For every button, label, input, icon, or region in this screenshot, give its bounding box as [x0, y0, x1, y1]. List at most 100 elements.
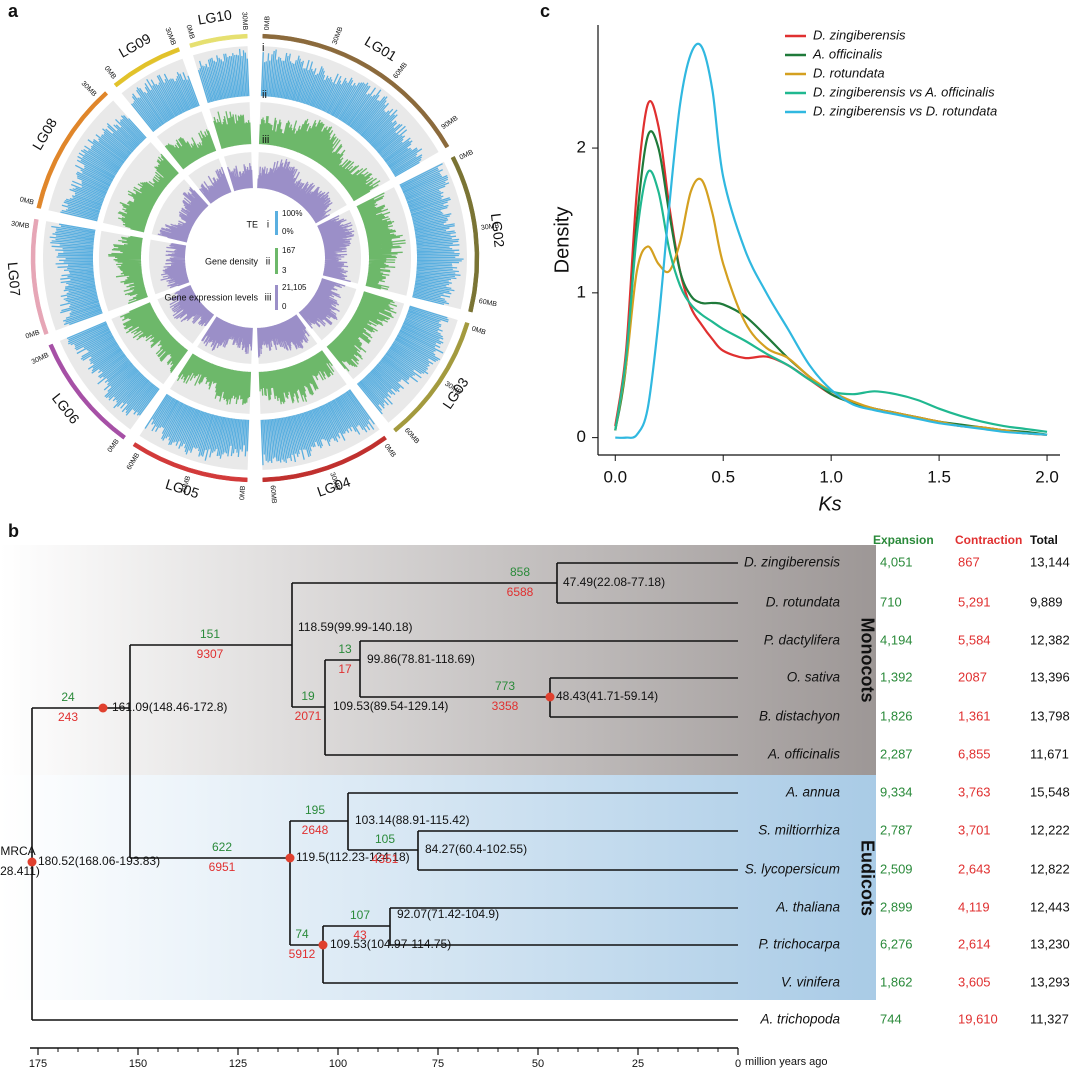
expansion-value: 4,051 [880, 554, 913, 569]
column-header: Contraction [955, 533, 1022, 547]
contraction-value: 3,605 [958, 974, 991, 989]
branch-contraction: 6951 [209, 860, 236, 874]
chromosome-arc [450, 155, 480, 313]
chromosome-tick: 60MB [478, 298, 498, 308]
track-bars [176, 353, 252, 405]
legend-label: D. zingiberensis vs D. rotundata [813, 103, 997, 118]
species-label: P. dactylifera [764, 633, 841, 648]
node-age: 119.5(112.23-124.18) [296, 850, 410, 864]
total-value: 13,798 [1030, 708, 1070, 723]
legend-min: 0 [282, 302, 287, 311]
chromosome-label: LG07 [5, 261, 24, 297]
track-bars [258, 350, 335, 405]
track-bars [356, 305, 449, 415]
legend-label: D. zingiberensis [813, 27, 906, 42]
branch-expansion: 858 [510, 565, 530, 579]
contraction-value: 867 [958, 554, 980, 569]
chromosome-tick: 30MB [240, 12, 248, 31]
chromosome-label: LG10 [196, 6, 233, 27]
node-age: 92.07(71.42-104.9) [397, 907, 499, 921]
expansion-value: 2,509 [880, 861, 913, 876]
x-axis-title: Ks [818, 493, 841, 515]
time-tick-label: 125 [229, 1058, 247, 1070]
chromosome-label: LG08 [29, 115, 60, 153]
species-label: S. lycopersicum [745, 862, 840, 877]
time-tick-label: 75 [432, 1058, 444, 1070]
legend-min: 0% [282, 227, 294, 236]
total-value: 13,293 [1030, 974, 1070, 989]
species-label: A. officinalis [767, 747, 840, 762]
node-dot [318, 940, 328, 950]
species-label: D. rotundata [766, 595, 841, 610]
track-bars [130, 71, 200, 133]
column-header: Total [1030, 533, 1058, 547]
expansion-value: 1,826 [880, 708, 913, 723]
legend-track: iii [265, 293, 272, 304]
chromosome-tick: 60MB [403, 427, 421, 446]
density-line [614, 169, 1048, 433]
y-axis-title: Density [551, 207, 573, 274]
node-age: 48.43(41.71-59.14) [556, 689, 658, 703]
contraction-value: 2087 [958, 669, 987, 684]
time-tick-label: 0 [735, 1058, 741, 1070]
total-value: 11,671 [1030, 746, 1069, 761]
total-value: 13,396 [1030, 669, 1070, 684]
branch-contraction: 3358 [492, 699, 519, 713]
legend-bar [275, 285, 278, 310]
branch-contraction: 4351 [372, 852, 399, 866]
chromosome-label: LG09 [116, 30, 154, 61]
density-line [615, 42, 1048, 439]
time-tick-label: 100 [329, 1058, 347, 1070]
time-tick-label: 150 [129, 1058, 147, 1070]
branch-contraction: 43 [353, 928, 367, 942]
chromosome-tick: 60MB [392, 61, 409, 80]
species-label: A. trichopoda [759, 1012, 840, 1027]
track-bars [298, 278, 346, 329]
total-value: 13,230 [1030, 936, 1070, 951]
branch-expansion: 24 [61, 690, 75, 704]
branch-expansion: 622 [212, 840, 232, 854]
node-age: 84.27(60.4-102.55) [425, 842, 527, 856]
node-age: 109.53(104.97-114.75) [330, 937, 451, 951]
branch-expansion: 107 [350, 908, 370, 922]
chromosome-label: LG02 [488, 212, 508, 248]
species-label: B. distachyon [759, 709, 840, 724]
branch-contraction: 2648 [302, 823, 329, 837]
chromosome-tick: 30MB [164, 27, 177, 47]
legend-bar [275, 211, 278, 235]
total-value: 11,327 [1030, 1011, 1069, 1026]
legend-max: 21,105 [282, 283, 307, 292]
contraction-value: 5,584 [958, 632, 991, 647]
chromosome-tick: 30MB [31, 352, 51, 366]
branch-expansion: 105 [375, 832, 395, 846]
track-id: ii [262, 89, 267, 101]
chromosome-tick: 30MB [80, 80, 98, 98]
contraction-value: 2,614 [958, 936, 991, 951]
chromosome-arc [30, 218, 49, 335]
legend-bar [275, 248, 278, 274]
expansion-value: 744 [880, 1011, 902, 1026]
track-bars [169, 285, 215, 327]
chromosome-tick: 0MB [184, 24, 195, 40]
chromosome-tick: 0MB [264, 15, 272, 30]
total-value: 9,889 [1030, 594, 1063, 609]
chromosome-arc [262, 33, 450, 149]
expansion-value: 4,194 [880, 632, 913, 647]
x-tick-label: 2.0 [1035, 467, 1059, 486]
contraction-value: 4,119 [958, 899, 990, 914]
legend-label: D. rotundata [813, 65, 885, 80]
branch-contraction: 2071 [295, 709, 322, 723]
contraction-value: 5,291 [958, 594, 991, 609]
column-header: Expansion [873, 533, 934, 547]
total-value: 13,144 [1030, 554, 1070, 569]
chromosome-label: LG01 [362, 33, 400, 64]
node-age: 47.49(22.08-77.18) [563, 575, 665, 589]
node-dot [98, 703, 108, 713]
track-bars [317, 215, 355, 283]
track-bars [326, 291, 398, 372]
legend-name: Gene density [205, 256, 259, 266]
branch-expansion: 195 [305, 803, 325, 817]
chromosome-tick: 60MB [126, 452, 142, 472]
clade-label: Monocots [857, 618, 877, 703]
